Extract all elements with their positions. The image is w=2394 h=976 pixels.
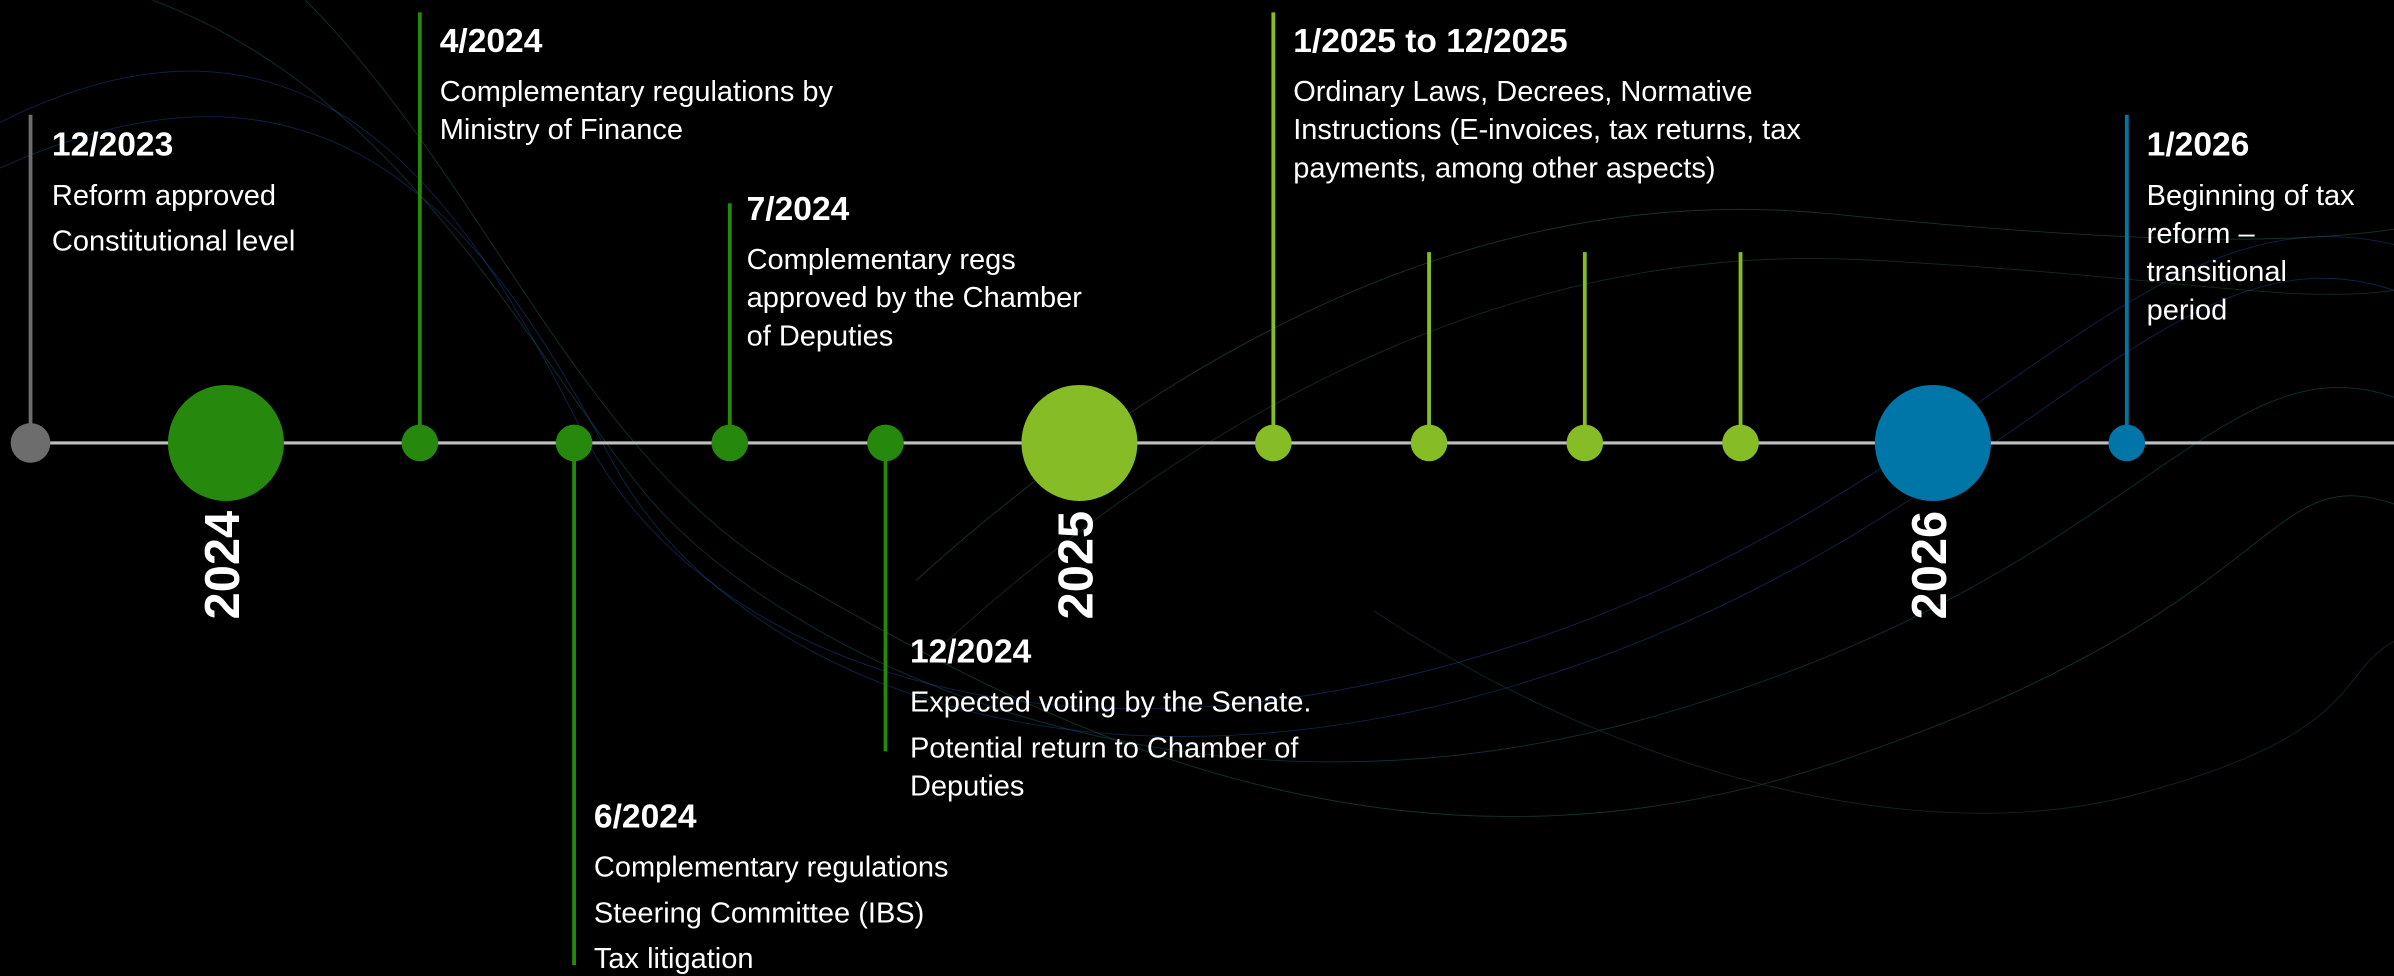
event-date: 6/2024 xyxy=(594,798,697,835)
year-label: 2024 xyxy=(196,511,250,620)
event-text: approved by the Chamber xyxy=(747,282,1083,314)
milestone-dot xyxy=(556,425,593,462)
year-label: 2026 xyxy=(1903,511,1957,620)
milestone-dot xyxy=(1411,425,1448,462)
milestone-dot xyxy=(711,425,748,462)
event-date: 7/2024 xyxy=(747,191,850,228)
event-text: Ordinary Laws, Decrees, Normative xyxy=(1293,76,1752,108)
event-text: Reform approved xyxy=(52,180,276,212)
event-date: 4/2024 xyxy=(440,23,543,60)
timeline: 2024 2025 2026 12/2023 Reform approved Consti… xyxy=(0,0,2394,976)
milestone-dot xyxy=(867,425,904,462)
event-text: Complementary regs xyxy=(747,244,1016,276)
milestone-dot xyxy=(1566,425,1603,462)
year-label: 2025 xyxy=(1049,511,1103,620)
event-text: Constitutional level xyxy=(52,226,295,258)
milestone-dot xyxy=(402,425,439,462)
milestone-dot xyxy=(2108,425,2145,462)
event-text: Ministry of Finance xyxy=(440,114,683,146)
milestone-dot xyxy=(11,423,51,463)
event-text: Potential return to Chamber of xyxy=(910,733,1299,765)
event-text: Beginning of tax xyxy=(2147,180,2355,212)
event-text: Expected voting by the Senate. xyxy=(910,687,1311,719)
event-text: reform – xyxy=(2147,218,2256,250)
event-text: Steering Committee (IBS) xyxy=(594,897,924,929)
event-text: transitional xyxy=(2147,256,2287,288)
milestone-dot xyxy=(1255,425,1292,462)
milestone-dot xyxy=(1722,425,1759,462)
event-date: 1/2025 to 12/2025 xyxy=(1293,23,1567,60)
event-date: 12/2023 xyxy=(52,127,173,164)
event-text: of Deputies xyxy=(747,320,894,352)
event-text: Tax litigation xyxy=(594,943,754,975)
year-circle xyxy=(1021,385,1137,501)
event-date: 12/2024 xyxy=(910,634,1032,671)
event-text: Complementary regulations xyxy=(594,852,949,884)
event-text: Deputies xyxy=(910,771,1024,803)
event-text: Complementary regulations by xyxy=(440,76,834,108)
year-circle xyxy=(168,385,284,501)
event-date: 1/2026 xyxy=(2147,127,2250,164)
event-text: payments, among other aspects) xyxy=(1293,152,1715,184)
year-circle xyxy=(1875,385,1991,501)
event-text: Instructions (E-invoices, tax returns, t… xyxy=(1293,114,1801,146)
event-text: period xyxy=(2147,294,2228,326)
